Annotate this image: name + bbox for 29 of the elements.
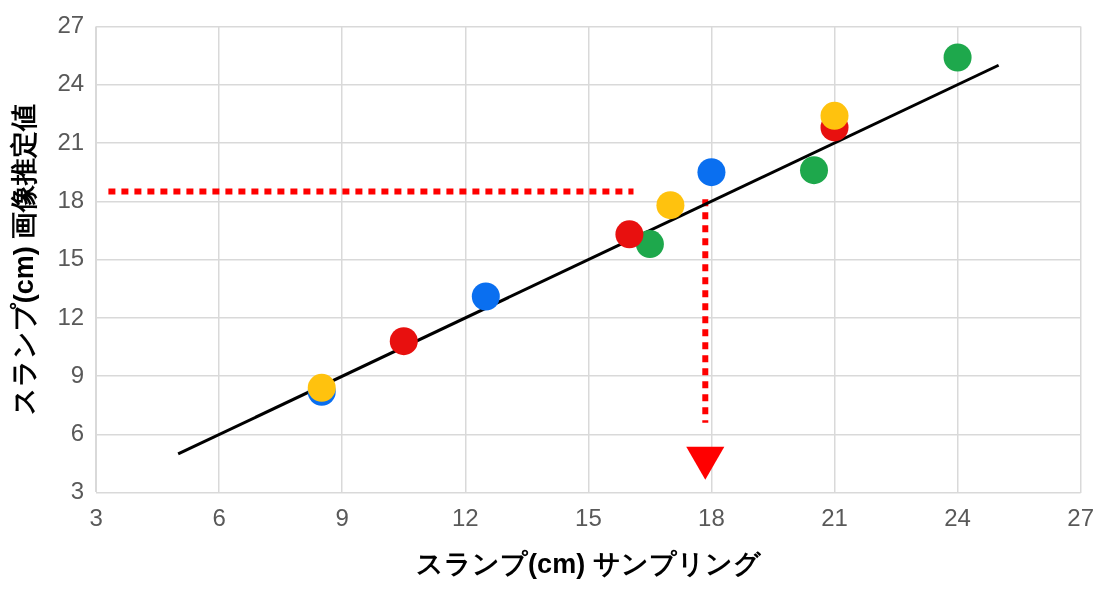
point <box>635 230 664 259</box>
x-tick-label: 21 <box>821 503 848 531</box>
x-tick-label: 6 <box>212 503 226 531</box>
y-tick-label: 24 <box>57 69 85 97</box>
x-tick-label: 24 <box>944 503 971 531</box>
y-axis-title: スランプ(cm) 画像推定値 <box>8 103 39 416</box>
point <box>389 327 418 356</box>
x-tick-label: 27 <box>1067 503 1094 531</box>
point <box>471 282 500 311</box>
point <box>656 191 685 220</box>
x-tick-label: 9 <box>335 503 349 531</box>
point <box>800 156 828 185</box>
y-tick-label: 18 <box>57 185 85 213</box>
y-tick-label: 6 <box>70 419 85 447</box>
point <box>943 43 972 72</box>
y-tick-label: 12 <box>57 302 85 330</box>
x-tick-label: 12 <box>451 503 479 531</box>
y-tick-label: 3 <box>70 477 85 505</box>
point <box>820 101 849 130</box>
y-tick-label: 27 <box>57 11 85 39</box>
x-axis-title: スランプ(cm) サンプリング <box>416 549 762 580</box>
y-tick-label: 9 <box>70 360 85 388</box>
y-tick-label: 21 <box>57 127 85 155</box>
x-tick-label: 15 <box>575 503 602 531</box>
point <box>697 158 726 187</box>
x-tick-label: 18 <box>698 503 725 531</box>
point <box>615 220 644 249</box>
x-tick-label: 3 <box>89 503 103 531</box>
y-tick-label: 15 <box>57 244 85 272</box>
